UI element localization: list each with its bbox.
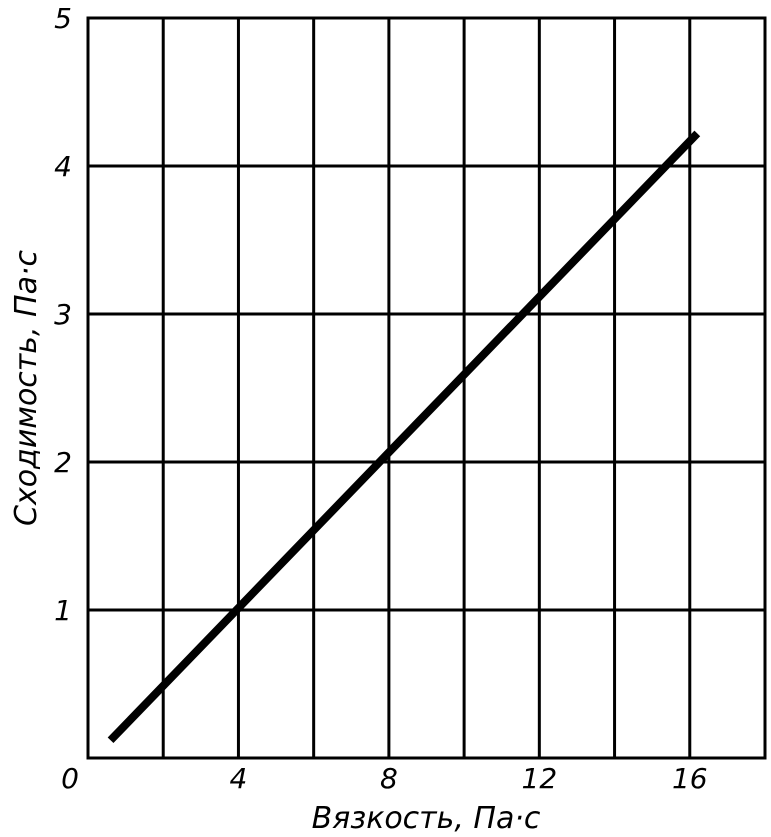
y-tick-label: 5 [54, 2, 72, 35]
x-tick-label: 12 [522, 762, 558, 795]
x-axis-label: Вязкость, Па·с [312, 801, 541, 836]
y-tick-label: 2 [54, 446, 72, 479]
x-tick-label: 16 [672, 762, 708, 795]
y-axis-label: Сходимость, Па·с [9, 250, 44, 526]
x-tick-label: 8 [380, 762, 398, 795]
plot-frame [86, 16, 767, 760]
origin-label: 0 [61, 762, 79, 795]
series-line [107, 130, 701, 744]
y-tick-label: 3 [54, 298, 72, 331]
grid [88, 18, 765, 758]
series-layer [107, 130, 701, 744]
y-tick-label: 1 [54, 594, 72, 627]
x-tick-label: 4 [230, 762, 248, 795]
y-tick-label: 4 [54, 150, 72, 183]
